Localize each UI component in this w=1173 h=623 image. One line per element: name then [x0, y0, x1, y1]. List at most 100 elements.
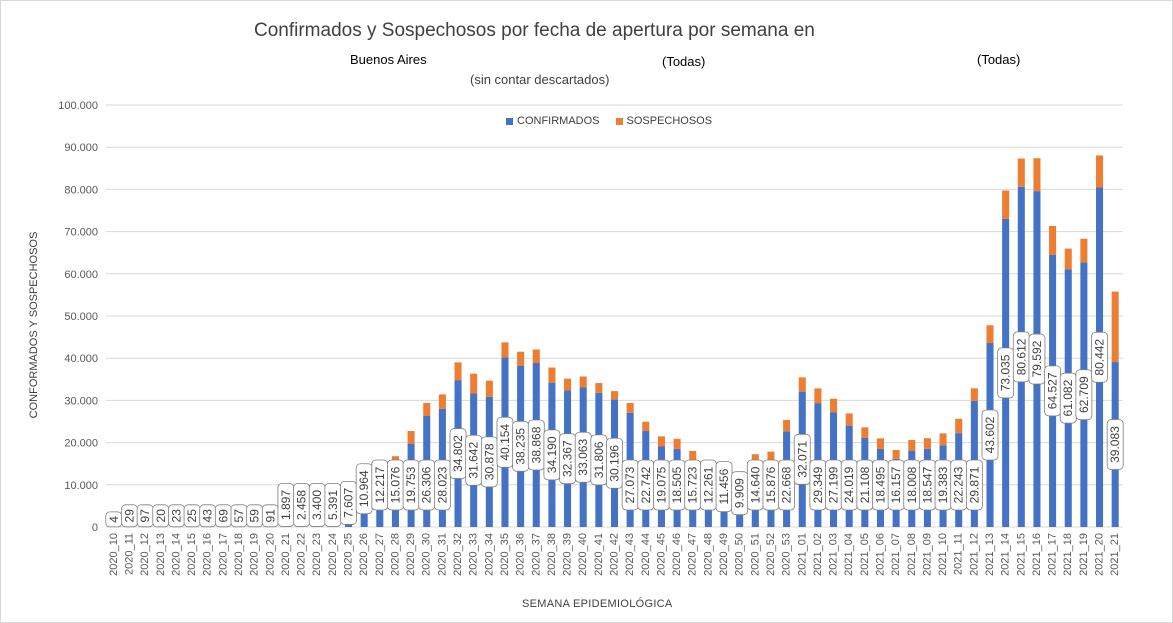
data-label: 12.217 [371, 459, 389, 511]
data-label-text: 73.035 [999, 354, 1013, 391]
x-tick-label: 2020_33 [468, 533, 480, 576]
data-label-text: 80.612 [1014, 338, 1028, 375]
bar-sospechosos [610, 391, 619, 400]
bar-sospechosos [689, 450, 697, 461]
data-label: 80.442 [1091, 331, 1108, 383]
data-label-box [1106, 419, 1124, 470]
data-label: 32.071 [793, 433, 811, 485]
bar-sospechosos [970, 388, 978, 401]
data-label-text: 11.456 [717, 468, 731, 504]
bar-sospechosos [861, 427, 869, 438]
bar-sospechosos [923, 438, 931, 449]
legend-swatch-confirmados [506, 117, 513, 125]
bar-sospechosos [876, 438, 885, 449]
data-label-text: 1.897 [279, 490, 293, 520]
x-tick-label: 2020_21 [280, 533, 292, 576]
data-label: 29 [121, 504, 138, 528]
data-label: 19.383 [934, 459, 952, 511]
data-label-text: 15.876 [764, 466, 778, 503]
bar-sospechosos [438, 394, 446, 409]
bar-sospechosos [1064, 248, 1072, 270]
data-label-text: 33.063 [576, 439, 590, 476]
data-label: 26.306 [418, 459, 436, 511]
x-tick-label: 2020_32 [452, 533, 464, 576]
x-tick-label: 2020_31 [436, 533, 448, 576]
y-tick-label: 40.000 [64, 353, 98, 365]
data-label: 91 [261, 504, 279, 528]
data-label: 73.035 [997, 347, 1015, 399]
data-label: 22.668 [778, 459, 796, 511]
bar-sospechosos [955, 418, 963, 434]
data-label-text: 20 [154, 509, 168, 523]
data-label-text: 43 [201, 509, 215, 523]
data-label-text: 64.527 [1046, 372, 1060, 409]
data-label-box [1075, 369, 1093, 421]
x-tick-label: 2020_34 [483, 533, 495, 576]
y-tick-label: 30.000 [64, 395, 98, 407]
data-label-text: 61.082 [1061, 379, 1075, 416]
y-tick-label: 20.000 [64, 438, 98, 450]
x-tick-label: 2021_12 [968, 533, 980, 576]
data-label-text: 57 [232, 509, 246, 523]
bar-sospechosos [830, 398, 838, 413]
data-label-text: 12.261 [701, 466, 715, 503]
data-label-text: 18.505 [670, 466, 684, 503]
x-tick-label: 2020_14 [170, 533, 182, 576]
subtitle-note: (sin contar descartados) [470, 72, 610, 87]
data-label-text: 18.008 [905, 466, 919, 503]
bar-sospechosos [407, 430, 415, 444]
x-tick-label: 2020_13 [155, 533, 167, 576]
data-label-text: 30.878 [482, 443, 496, 480]
data-label: 4 [105, 511, 123, 528]
data-label-text: 24.019 [842, 466, 856, 503]
bar-sospechosos [1080, 238, 1088, 263]
data-label-text: 27.073 [623, 466, 637, 503]
data-label-text: 32.071 [795, 441, 809, 478]
bar-sospechosos [548, 367, 556, 383]
data-label-text: 59 [248, 509, 262, 523]
bar-sospechosos [1111, 291, 1119, 363]
data-label: 57 [230, 504, 248, 528]
data-label: 22.742 [637, 459, 655, 511]
x-tick-label: 2021_20 [1094, 533, 1106, 576]
data-label-box [778, 459, 796, 511]
x-tick-label: 2020_42 [609, 533, 621, 576]
x-tick-label: 2020_36 [515, 533, 527, 576]
bar-sospechosos [892, 449, 900, 459]
bar-sospechosos [767, 451, 775, 461]
data-label-text: 69 [216, 509, 230, 523]
data-label: 34.802 [449, 428, 467, 479]
data-label: 14.640 [746, 459, 764, 511]
bar-sospechosos [1049, 226, 1057, 255]
data-label: 34.190 [543, 429, 561, 481]
x-tick-label: 2020_29 [405, 533, 417, 576]
data-label-text: 79.592 [1030, 340, 1044, 377]
bar-sospechosos [517, 351, 525, 366]
data-label-text: 29 [122, 509, 136, 523]
data-label: 15.876 [762, 459, 780, 511]
bar-sospechosos [814, 388, 822, 404]
data-label-text: 9.909 [733, 478, 747, 508]
x-tick-label: 2021_14 [1000, 533, 1012, 576]
data-label: 29.871 [965, 459, 983, 511]
y-tick-label: 0 [92, 522, 98, 534]
data-label-text: 97 [138, 509, 152, 523]
x-tick-label: 2020_51 [749, 533, 761, 576]
data-label-text: 31.642 [467, 442, 481, 479]
data-label: 29.349 [809, 459, 827, 511]
data-label-text: 5.391 [326, 490, 340, 520]
subtitle-city: Buenos Aires [350, 52, 427, 67]
data-label: 28.023 [433, 459, 451, 511]
x-tick-label: 2020_20 [264, 533, 276, 576]
bar-sospechosos [798, 377, 806, 392]
data-label: 43.602 [981, 409, 999, 461]
data-label: 20 [152, 504, 170, 528]
x-tick-label: 2021_08 [906, 533, 918, 576]
x-tick-label: 2021_19 [1078, 533, 1090, 576]
data-label-text: 7.607 [342, 488, 356, 518]
bar-sospechosos [1002, 190, 1010, 219]
data-label-text: 29.349 [811, 466, 825, 503]
bar-sospechosos [454, 362, 462, 381]
data-label-text: 19.753 [404, 466, 418, 503]
x-tick-label: 2020_38 [546, 533, 558, 576]
